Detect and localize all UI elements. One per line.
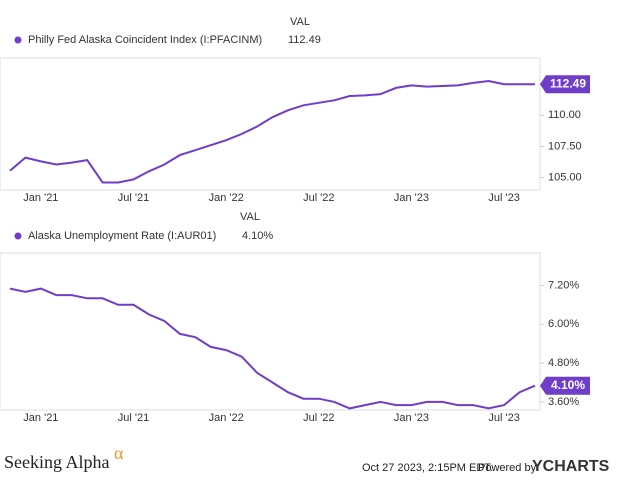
x-tick-label: Jan '22 <box>209 192 244 204</box>
y-tick-label: 4.80% <box>548 357 579 369</box>
legend-header: VAL <box>290 16 310 28</box>
y-tick-label: 105.00 <box>548 171 582 183</box>
plot-frame <box>0 57 541 191</box>
y-tick-label: 7.20% <box>548 279 579 291</box>
legend-dot <box>14 232 22 240</box>
plot-frame <box>0 252 541 411</box>
powered-by: Powered by <box>478 462 537 474</box>
y-tick-label: 110.00 <box>548 109 581 121</box>
last-value-label: 4.10% <box>551 378 585 392</box>
x-tick-label: Jan '21 <box>23 412 58 424</box>
legend-dot <box>14 36 22 44</box>
brand-mark: α <box>114 443 124 463</box>
x-tick-label: Jul '23 <box>488 412 519 424</box>
series-line <box>9 287 536 410</box>
x-tick-label: Jul '23 <box>488 192 519 204</box>
y-tick-label: 3.60% <box>548 396 579 408</box>
legend-header: VAL <box>240 211 260 223</box>
last-value-label: 112.49 <box>550 76 586 90</box>
timestamp: Oct 27 2023, 2:15PM EDT. <box>362 462 493 474</box>
x-tick-label: Jan '23 <box>394 192 429 204</box>
series-line <box>9 79 536 184</box>
x-tick-label: Jul '22 <box>303 192 334 204</box>
legend-value: 112.49 <box>288 34 321 46</box>
y-tick-label: 107.50 <box>548 140 582 152</box>
x-tick-label: Jul '21 <box>118 412 149 424</box>
legend-label: Philly Fed Alaska Coincident Index (I:PF… <box>28 34 262 46</box>
provider: YCHARTS <box>532 458 610 475</box>
x-tick-label: Jan '22 <box>209 412 244 424</box>
x-tick-label: Jul '21 <box>118 192 149 204</box>
x-tick-label: Jan '23 <box>394 412 429 424</box>
legend-label: Alaska Unemployment Rate (I:AUR01) <box>28 230 216 242</box>
x-tick-label: Jan '21 <box>23 192 58 204</box>
y-tick-label: 6.00% <box>548 318 579 330</box>
legend-value: 4.10% <box>242 230 273 242</box>
last-value-badge <box>540 75 590 94</box>
x-tick-label: Jul '22 <box>303 412 334 424</box>
brand: Seeking Alpha <box>4 452 110 472</box>
last-value-badge <box>540 376 590 395</box>
